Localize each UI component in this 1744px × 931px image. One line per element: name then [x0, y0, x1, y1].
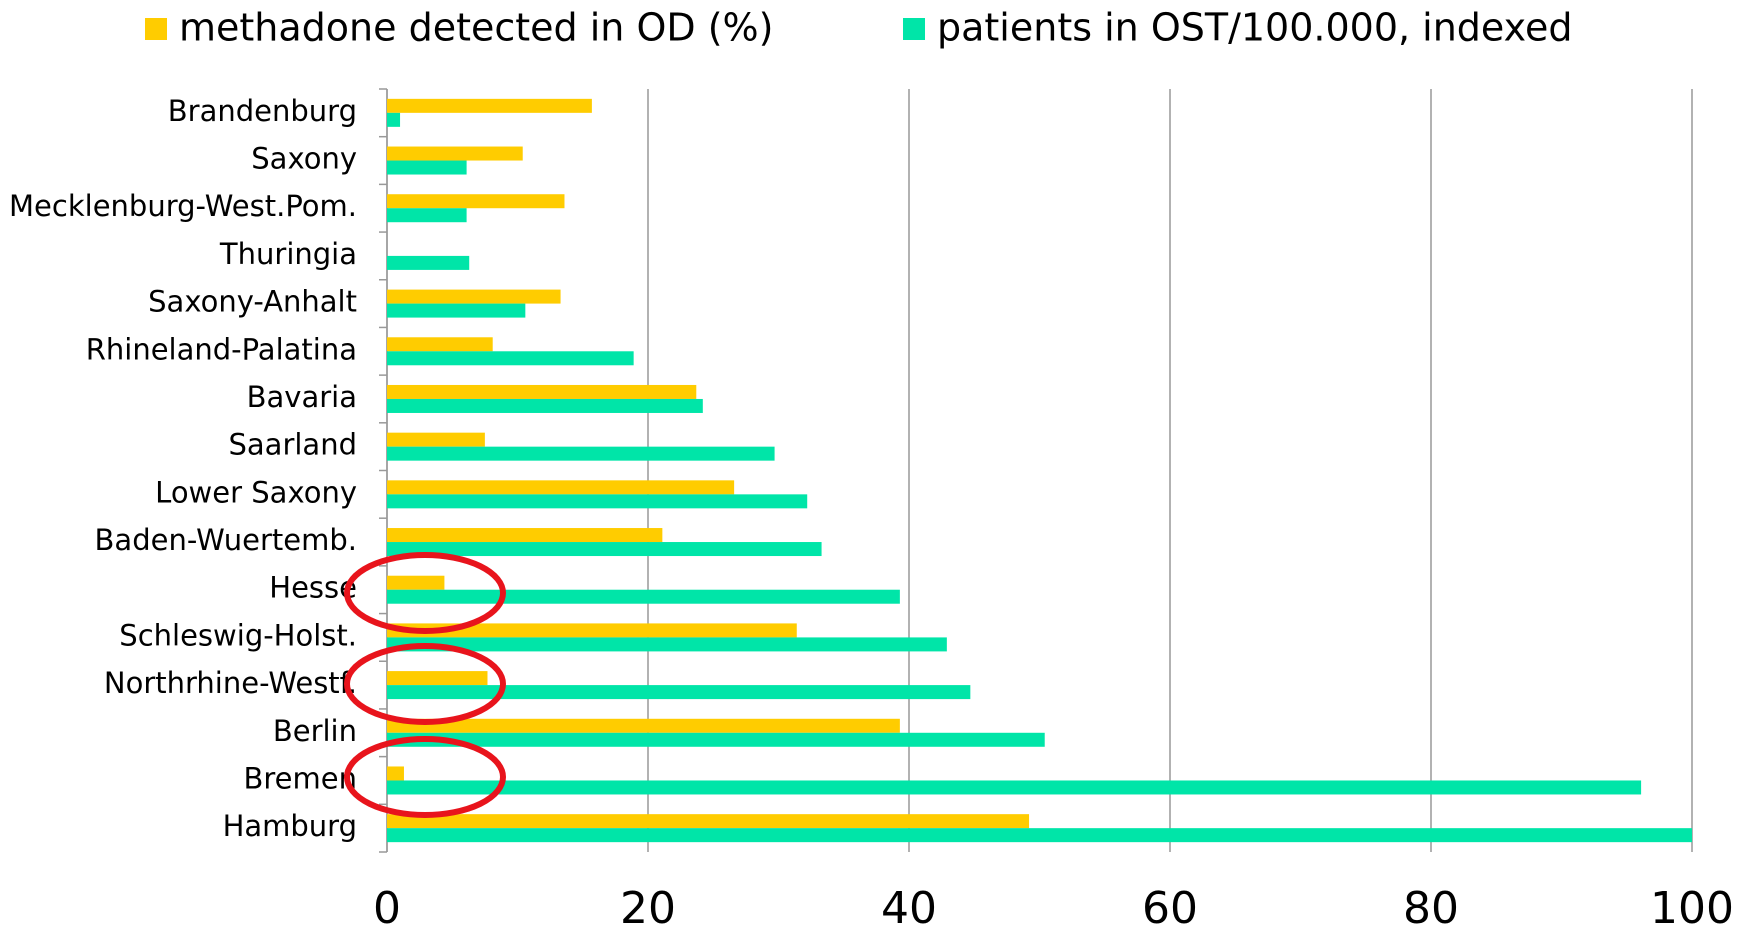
- bar: [387, 289, 561, 304]
- bar: [387, 98, 592, 113]
- y-tick-label: Hamburg: [223, 809, 357, 843]
- bar: [387, 384, 697, 399]
- y-tick-label: Mecklenburg-West.Pom.: [9, 189, 357, 223]
- bar: [387, 575, 445, 590]
- highlight-ellipse: [344, 643, 506, 725]
- bar: [387, 146, 523, 161]
- bar: [387, 528, 663, 543]
- bar: [387, 160, 467, 175]
- y-tick-label: Berlin: [273, 714, 357, 748]
- bar: [387, 814, 1030, 829]
- bar: [387, 480, 735, 495]
- bar: [387, 446, 775, 461]
- y-tick-label: Brandenburg: [168, 94, 357, 128]
- bar: [387, 494, 808, 509]
- bar: [387, 589, 900, 604]
- legend-swatch: [903, 18, 925, 40]
- x-tick-label: 0: [373, 883, 401, 931]
- bar: [387, 623, 797, 638]
- bar: [387, 112, 401, 127]
- bar: [387, 194, 565, 209]
- highlight-ellipse: [344, 552, 506, 634]
- bar: [387, 732, 1045, 747]
- annotations: [344, 552, 506, 818]
- y-tick-label: Saxony: [251, 142, 357, 176]
- legend-label: methadone detected in OD (%): [179, 6, 773, 50]
- bar: [387, 255, 470, 270]
- bar: [387, 780, 1642, 795]
- bar: [387, 766, 404, 781]
- bar: [387, 337, 493, 352]
- bar: [387, 398, 703, 413]
- x-tick-label: 100: [1650, 883, 1734, 931]
- bar: [387, 432, 485, 447]
- y-tick-label: Schleswig-Holst.: [119, 618, 357, 652]
- y-tick-label: Rhineland-Palatina: [86, 332, 357, 366]
- bar: [387, 303, 526, 318]
- highlight-ellipse: [344, 736, 506, 818]
- legend-label: patients in OST/100.000, indexed: [937, 6, 1572, 50]
- legend-swatch: [145, 18, 167, 40]
- bar: [387, 685, 971, 700]
- y-tick-label: Bremen: [244, 761, 358, 795]
- bar: [387, 671, 488, 686]
- y-tick-label: Lower Saxony: [155, 475, 357, 509]
- y-tick-label: Thuringia: [219, 237, 357, 271]
- bar: [387, 351, 634, 366]
- x-tick-label: 20: [620, 883, 676, 931]
- bar: [387, 542, 822, 557]
- bar: [387, 718, 900, 733]
- bar: [387, 208, 467, 223]
- x-tick-label: 40: [881, 883, 937, 931]
- x-tick-label: 60: [1142, 883, 1198, 931]
- y-tick-label: Northrhine-Westf.: [104, 666, 357, 700]
- y-tick-label: Saarland: [229, 428, 358, 462]
- y-tick-label: Saxony-Anhalt: [148, 285, 357, 319]
- y-tick-label: Bavaria: [247, 380, 357, 414]
- bar: [387, 637, 947, 652]
- y-tick-label: Hesse: [269, 571, 357, 605]
- bar: [387, 828, 1692, 843]
- x-tick-label: 80: [1403, 883, 1459, 931]
- y-tick-label: Baden-Wuertemb.: [95, 523, 357, 557]
